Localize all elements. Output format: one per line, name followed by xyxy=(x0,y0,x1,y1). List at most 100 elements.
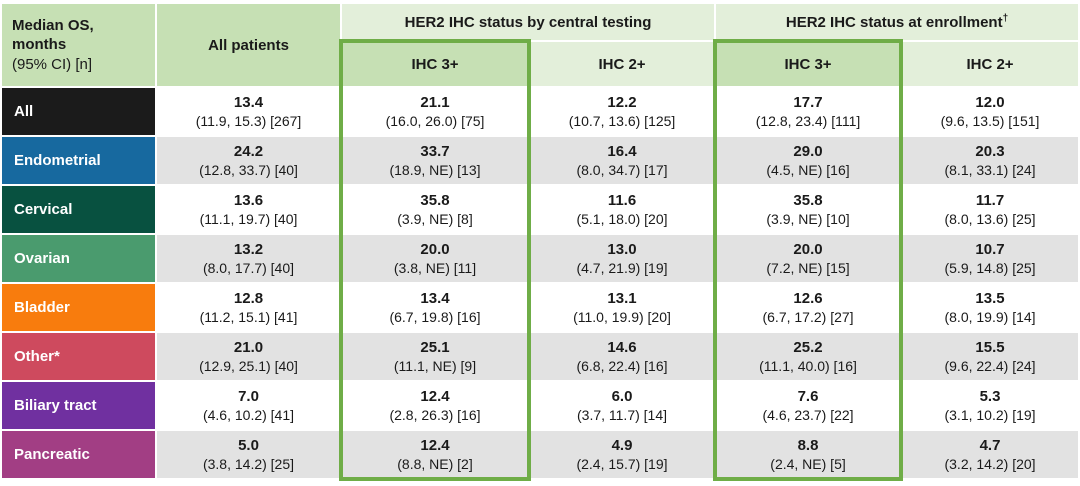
median-value: 13.0 xyxy=(607,240,637,258)
corner-header-subtitle: (95% CI) [n] xyxy=(12,55,93,73)
median-value: 13.2 xyxy=(233,240,264,258)
cell-cervical-enroll-ihc3: 35.8 (3.9, NE) [10] xyxy=(716,186,901,233)
ci-and-n: (16.0, 26.0) [75] xyxy=(385,113,485,130)
median-value: 21.1 xyxy=(420,93,450,111)
median-value: 12.8 xyxy=(233,289,264,307)
ci-and-n: (3.9, NE) [10] xyxy=(766,211,850,228)
median-value: 11.7 xyxy=(975,191,1005,209)
cell-biliary-tract-enroll-ihc2: 5.3 (3.1, 10.2) [19] xyxy=(902,382,1079,429)
cell-biliary-tract-central-ihc2: 6.0 (3.7, 11.7) [14] xyxy=(530,382,715,429)
ci-and-n: (3.8, NE) [11] xyxy=(393,260,477,277)
cell-endometrial-enroll-ihc2: 20.3 (8.1, 33.1) [24] xyxy=(902,137,1079,184)
cell-bladder-central-ihc3: 13.4 (6.7, 19.8) [16] xyxy=(342,284,528,331)
median-value: 12.6 xyxy=(793,289,823,307)
cell-endometrial-central-ihc2: 16.4 (8.0, 34.7) [17] xyxy=(530,137,715,184)
row-label-bladder: Bladder xyxy=(2,284,155,331)
cell-pancreatic-enroll-ihc3: 8.8 (2.4, NE) [5] xyxy=(716,431,901,478)
row-label-ovarian: Ovarian xyxy=(2,235,155,282)
median-value: 25.1 xyxy=(420,338,450,356)
ci-and-n: (2.4, NE) [5] xyxy=(770,456,846,473)
ci-and-n: (8.8, NE) [2] xyxy=(397,456,473,473)
median-value: 29.0 xyxy=(793,142,823,160)
table-row-pancreatic: Pancreatic 5.0 (3.8, 14.2) [25] 12.4 (8.8, N… xyxy=(2,431,1079,478)
ci-and-n: (18.9, NE) [13] xyxy=(389,162,481,179)
cell-pancreatic-enroll-ihc2: 4.7 (3.2, 14.2) [20] xyxy=(902,431,1079,478)
table-row-cervical: Cervical 13.6 (11.1, 19.7) [40] 35.8 (3.9, N… xyxy=(2,186,1079,233)
table-row-ovarian: Ovarian 13.2 (8.0, 17.7) [40] 20.0 (3.8, NE)… xyxy=(2,235,1079,282)
median-value: 10.7 xyxy=(975,240,1005,258)
cell-other-all: 21.0 (12.9, 25.1) [40] xyxy=(157,333,340,380)
cell-bladder-all: 12.8 (11.2, 15.1) [41] xyxy=(157,284,340,331)
ci-and-n: (6.7, 17.2) [27] xyxy=(762,309,854,326)
median-value: 25.2 xyxy=(793,338,823,356)
cell-pancreatic-central-ihc2: 4.9 (2.4, 15.7) [19] xyxy=(530,431,715,478)
cell-ovarian-enroll-ihc3: 20.0 (7.2, NE) [15] xyxy=(716,235,901,282)
ci-and-n: (3.1, 10.2) [19] xyxy=(944,407,1036,424)
median-value: 12.4 xyxy=(420,387,450,405)
ci-and-n: (8.0, 17.7) [40] xyxy=(202,260,295,277)
ci-and-n: (8.1, 33.1) [24] xyxy=(944,162,1036,179)
ci-and-n: (8.0, 19.9) [14] xyxy=(944,309,1036,326)
median-value: 20.0 xyxy=(420,240,450,258)
ci-and-n: (2.8, 26.3) [16] xyxy=(389,407,481,424)
median-value: 7.0 xyxy=(238,387,259,405)
median-value: 35.8 xyxy=(793,191,823,209)
median-value: 35.8 xyxy=(420,191,450,209)
cell-all-central-ihc3: 21.1 (16.0, 26.0) [75] xyxy=(342,88,528,135)
cell-bladder-central-ihc2: 13.1 (11.0, 19.9) [20] xyxy=(530,284,715,331)
cell-biliary-tract-enroll-ihc3: 7.6 (4.6, 23.7) [22] xyxy=(716,382,901,429)
ci-and-n: (5.9, 14.8) [25] xyxy=(944,260,1036,277)
median-value: 13.1 xyxy=(607,289,637,307)
ci-and-n: (9.6, 13.5) [151] xyxy=(940,113,1040,130)
group-header-enrollment-label: HER2 IHC status at enrollment xyxy=(785,14,1003,31)
cell-other-central-ihc2: 14.6 (6.8, 22.4) [16] xyxy=(530,333,715,380)
median-value: 20.0 xyxy=(793,240,823,258)
column-header-central-ihc2: IHC 2+ xyxy=(530,42,715,86)
cell-biliary-tract-all: 7.0 (4.6, 10.2) [41] xyxy=(157,382,340,429)
median-value: 13.6 xyxy=(233,191,264,209)
table-row-biliary-tract: Biliary tract 7.0 (4.6, 10.2) [41] 12.4 (2.8… xyxy=(2,382,1079,429)
ci-and-n: (5.1, 18.0) [20] xyxy=(576,211,668,228)
cell-other-enroll-ihc3: 25.2 (11.1, 40.0) [16] xyxy=(716,333,901,380)
cell-ovarian-enroll-ihc2: 10.7 (5.9, 14.8) [25] xyxy=(902,235,1079,282)
ci-and-n: (9.6, 22.4) [24] xyxy=(944,358,1036,375)
row-label-cervical: Cervical xyxy=(2,186,155,233)
cell-bladder-enroll-ihc3: 12.6 (6.7, 17.2) [27] xyxy=(716,284,901,331)
median-value: 8.8 xyxy=(797,436,819,454)
median-value: 5.3 xyxy=(979,387,1001,405)
ci-and-n: (11.9, 15.3) [267] xyxy=(195,113,302,130)
group-header-central-label: HER2 IHC status by central testing xyxy=(404,14,652,31)
ci-and-n: (3.9, NE) [8] xyxy=(397,211,473,228)
cell-pancreatic-central-ihc3: 12.4 (8.8, NE) [2] xyxy=(342,431,528,478)
median-value: 13.4 xyxy=(233,93,264,111)
cell-all-all: 13.4 (11.9, 15.3) [267] xyxy=(157,88,340,135)
ci-and-n: (12.9, 25.1) [40] xyxy=(199,358,298,375)
cell-cervical-all: 13.6 (11.1, 19.7) [40] xyxy=(157,186,340,233)
row-label-other: Other* xyxy=(2,333,155,380)
ci-and-n: (3.7, 11.7) [14] xyxy=(577,407,668,424)
ci-and-n: (11.1, NE) [9] xyxy=(393,358,477,375)
ci-and-n: (8.0, 34.7) [17] xyxy=(576,162,668,179)
corner-header: Median OS, months (95% CI) [n] xyxy=(2,4,155,86)
table-row-other: Other* 21.0 (12.9, 25.1) [40] 25.1 (11.1, NE… xyxy=(2,333,1079,380)
ci-and-n: (4.7, 21.9) [19] xyxy=(576,260,668,277)
cell-ovarian-central-ihc2: 13.0 (4.7, 21.9) [19] xyxy=(530,235,715,282)
ci-and-n: (11.0, 19.9) [20] xyxy=(573,309,671,326)
column-header-enroll-ihc3: IHC 3+ xyxy=(716,42,901,86)
cell-other-enroll-ihc2: 15.5 (9.6, 22.4) [24] xyxy=(902,333,1079,380)
ci-and-n: (8.0, 13.6) [25] xyxy=(944,211,1036,228)
corner-header-title: Median OS, months xyxy=(12,17,94,54)
median-value: 5.0 xyxy=(238,436,259,454)
cell-cervical-enroll-ihc2: 11.7 (8.0, 13.6) [25] xyxy=(902,186,1079,233)
median-value: 13.5 xyxy=(975,289,1005,307)
cell-ovarian-central-ihc3: 20.0 (3.8, NE) [11] xyxy=(342,235,528,282)
table-row-bladder: Bladder 12.8 (11.2, 15.1) [41] 13.4 (6.7, 19… xyxy=(2,284,1079,331)
column-header-all-patients: All patients xyxy=(157,4,340,86)
cell-cervical-central-ihc3: 35.8 (3.9, NE) [8] xyxy=(342,186,528,233)
ci-and-n: (6.8, 22.4) [16] xyxy=(576,358,668,375)
ci-and-n: (12.8, 33.7) [40] xyxy=(199,162,298,179)
row-label-pancreatic: Pancreatic xyxy=(2,431,155,478)
ci-and-n: (10.7, 13.6) [125] xyxy=(568,113,676,130)
